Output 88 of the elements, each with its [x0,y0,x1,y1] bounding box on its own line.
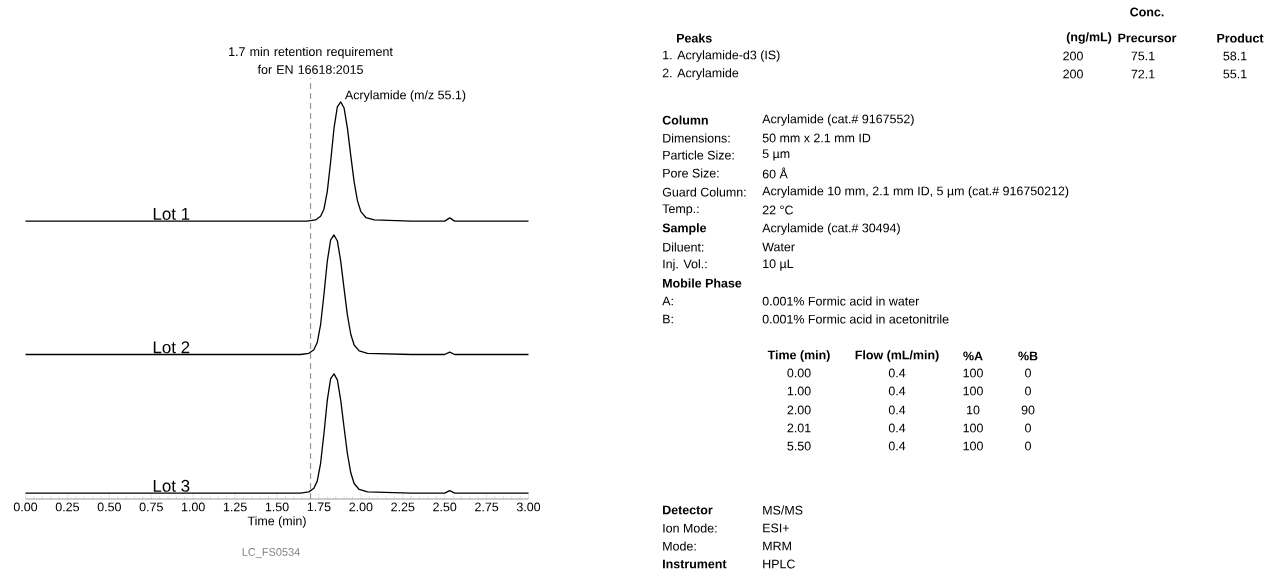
text: ESI+ [763,523,789,533]
text: Product [1217,33,1264,43]
text: 60 Å [762,167,788,179]
text: Flow (mL/min) [855,350,939,362]
x-tick-label: 2.00 [349,502,373,512]
text: Sample [662,223,707,235]
text: Conc. [1130,7,1164,17]
text: 10 µL [763,259,794,271]
text: 0 [1025,423,1031,433]
text: Instrument [663,559,727,569]
text: 100 [963,368,983,378]
text: Guard Column: [662,187,746,197]
text: 0.4 [888,368,906,378]
x-tick-label: 2.25 [391,502,415,512]
text: Mode: [663,541,696,551]
text: 55.1 [1223,69,1247,79]
text: %B [1018,351,1038,361]
series-label: Lot 2 [153,341,190,354]
text: 0 [1025,441,1031,451]
text: (ng/mL) [1066,32,1112,44]
text: A: [662,296,673,306]
text: Diluent: [663,242,704,252]
text: Detector [663,505,713,515]
text: B: [663,314,673,324]
text: 200 [1063,69,1083,79]
text: 0 [1025,368,1031,378]
text: Ion Mode: [663,523,717,533]
x-tick-label: 1.75 [307,502,331,512]
x-tick-label: 1.50 [265,502,289,512]
text: 58.1 [1223,51,1247,61]
text: Water [762,242,795,252]
text: LC_FS0534 [242,548,300,558]
text: 0.001% Formic acid in acetonitrile [762,314,949,324]
text: 90 [1021,405,1035,415]
text: Precursor [1118,33,1177,43]
text: 0.4 [888,405,906,415]
annotation: Acrylamide (m/z 55.1) [344,90,466,102]
text: 5.50 [787,441,811,451]
x-tick-label: 2.50 [433,502,457,512]
text: 2. Acrylamide [662,68,739,80]
x-tick-label: 0.75 [139,502,163,512]
text: Inj. Vol.: [663,259,707,271]
text: 0.00 [787,368,811,378]
x-tick-label: 1.25 [223,502,247,512]
text: 50 mm x 2.1 mm ID [762,133,871,143]
text: 22 °C [762,205,793,215]
text: 100 [963,423,983,433]
text: 0 [1025,386,1031,396]
text: 5 µm [762,149,790,161]
x-tick-label: 2.75 [475,502,499,512]
ref-line-label: 1.7 min retention requirement for EN 16618:2015 [229,46,393,74]
x-tick-label: 0.50 [97,502,121,512]
text: 1. Acrylamide-d3 (IS) [663,50,780,62]
text: Dimensions: [663,133,730,143]
text: 10 [967,405,980,415]
text: 72.1 [1131,69,1155,79]
text: Acrylamide 10 mm, 2.1 mm ID, 5 µm (cat.# 916750212) [762,186,1069,198]
text: 75.1 [1131,51,1155,61]
x-tick-label: 1.00 [182,502,205,512]
text: 100 [963,441,983,451]
text: MRM [763,541,791,551]
text: %A [963,351,983,361]
text: Mobile Phase [663,278,742,288]
x-axis-title: Time (min) [247,516,306,528]
text: Temp.: [662,204,699,216]
text: 0.001% Formic acid in water [762,296,920,306]
x-tick-label: 3.00 [516,502,541,512]
text: Acrylamide (cat.# 9167552) [762,114,914,126]
text: MS/MS [763,505,803,515]
text: 200 [1063,51,1083,61]
text: 0.4 [888,423,906,433]
text: 2.00 [787,405,811,415]
text: Pore Size: [663,168,719,178]
text: 1.00 [787,386,811,396]
text: Column [662,115,708,125]
text: 100 [963,386,983,396]
text: HPLC [763,559,795,569]
series-label: Lot 1 [153,208,190,220]
series-label: Lot 3 [153,479,190,492]
text: Particle Size: [663,150,734,160]
x-tick-label: 0.25 [55,502,80,512]
text: 0.4 [888,441,906,451]
text: 2.01 [787,423,811,433]
text: 0.4 [888,386,906,396]
text: Time (min) [767,350,830,362]
x-tick-label: 0.00 [13,502,38,512]
text: Acrylamide (cat.# 30494) [762,223,900,235]
text: Peaks [677,33,712,43]
